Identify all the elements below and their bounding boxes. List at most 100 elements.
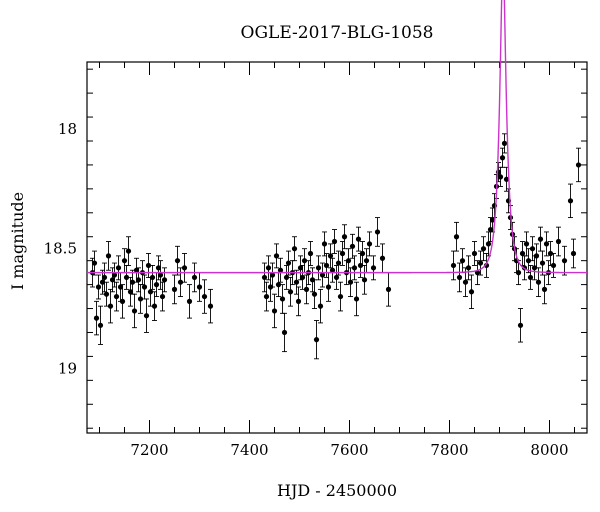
data-point — [537, 236, 544, 242]
data-point — [191, 274, 198, 281]
data-point — [303, 286, 310, 292]
data-point — [468, 289, 475, 295]
data-point — [299, 274, 306, 281]
data-point — [109, 277, 116, 283]
data-point — [295, 298, 302, 304]
data-point — [177, 279, 184, 285]
y-tick-label: 18.5 — [44, 240, 77, 258]
data-point — [543, 241, 550, 247]
data-point — [317, 303, 324, 309]
data-point — [547, 250, 554, 257]
data-point — [503, 176, 510, 182]
data-point — [450, 262, 457, 269]
data-point — [333, 274, 340, 281]
data-point — [313, 337, 320, 343]
data-point — [285, 260, 292, 266]
data-point — [157, 272, 164, 278]
x-tick-label: 8000 — [530, 441, 568, 459]
data-point — [515, 270, 522, 276]
data-point — [327, 253, 334, 259]
data-point — [477, 260, 484, 266]
data-point — [161, 277, 168, 283]
data-point — [347, 279, 354, 285]
data-point — [97, 322, 104, 328]
data-point — [93, 315, 100, 321]
data-point — [279, 296, 286, 302]
data-point — [309, 277, 316, 283]
x-tick-label: 7800 — [430, 441, 468, 459]
data-point — [527, 274, 534, 281]
data-point — [135, 277, 142, 283]
data-point — [111, 272, 118, 278]
data-point — [355, 236, 362, 242]
x-tick-label: 7400 — [230, 441, 268, 459]
data-point — [459, 258, 466, 264]
data-point — [113, 293, 120, 300]
data-point — [570, 250, 577, 257]
data-point — [123, 274, 130, 281]
data-point — [323, 262, 330, 269]
data-point — [337, 293, 344, 300]
data-point — [287, 289, 294, 295]
error-bars — [90, 133, 581, 360]
data-point — [315, 265, 322, 271]
y-tick-label: 19 — [58, 359, 77, 377]
data-point — [374, 229, 381, 235]
data-point — [471, 250, 478, 257]
data-point — [155, 265, 162, 271]
data-point — [456, 274, 463, 281]
data-point — [363, 258, 370, 264]
data-point — [525, 258, 532, 264]
data-point — [465, 265, 472, 271]
x-tick-label: 7600 — [330, 441, 368, 459]
data-point — [351, 265, 358, 271]
data-point — [331, 238, 338, 245]
data-point — [273, 253, 280, 259]
model-curve — [87, 0, 587, 274]
data-point — [349, 243, 356, 249]
data-point — [281, 329, 288, 336]
plot-frame — [86, 61, 588, 434]
model-line — [87, 0, 587, 274]
x-tick-label: 7200 — [130, 441, 168, 459]
data-point — [147, 289, 154, 295]
data-point — [277, 267, 284, 273]
data-point — [105, 253, 112, 259]
data-point — [535, 279, 542, 285]
data-point — [462, 279, 469, 285]
data-point — [561, 258, 568, 264]
data-point — [115, 265, 122, 271]
data-point — [171, 286, 178, 292]
data-point — [293, 279, 300, 285]
data-point — [103, 291, 110, 297]
data-point — [567, 198, 574, 204]
data-point — [99, 279, 106, 285]
data-point — [265, 265, 272, 271]
data-point — [137, 296, 144, 302]
data-point — [531, 265, 538, 271]
data-point — [339, 250, 346, 257]
data-point — [181, 265, 188, 271]
data-point — [201, 293, 208, 300]
data-point — [357, 262, 364, 269]
data-point — [489, 217, 496, 223]
data-point — [575, 162, 582, 168]
data-point — [453, 234, 460, 240]
data-point — [263, 293, 270, 300]
data-point — [497, 174, 504, 180]
data-point — [480, 246, 487, 252]
data-point — [366, 241, 373, 247]
data-point — [127, 289, 134, 295]
data-point — [319, 272, 326, 278]
data-point — [301, 258, 308, 264]
x-axis-label: HJD - 2450000 — [277, 481, 397, 500]
data-point — [95, 284, 102, 290]
data-point — [121, 258, 128, 264]
data-point — [345, 258, 352, 264]
data-point — [271, 308, 278, 314]
data-point — [335, 260, 342, 266]
data-point — [539, 260, 546, 266]
data-point — [499, 155, 506, 161]
data-point — [91, 260, 98, 266]
data-point — [487, 226, 494, 233]
